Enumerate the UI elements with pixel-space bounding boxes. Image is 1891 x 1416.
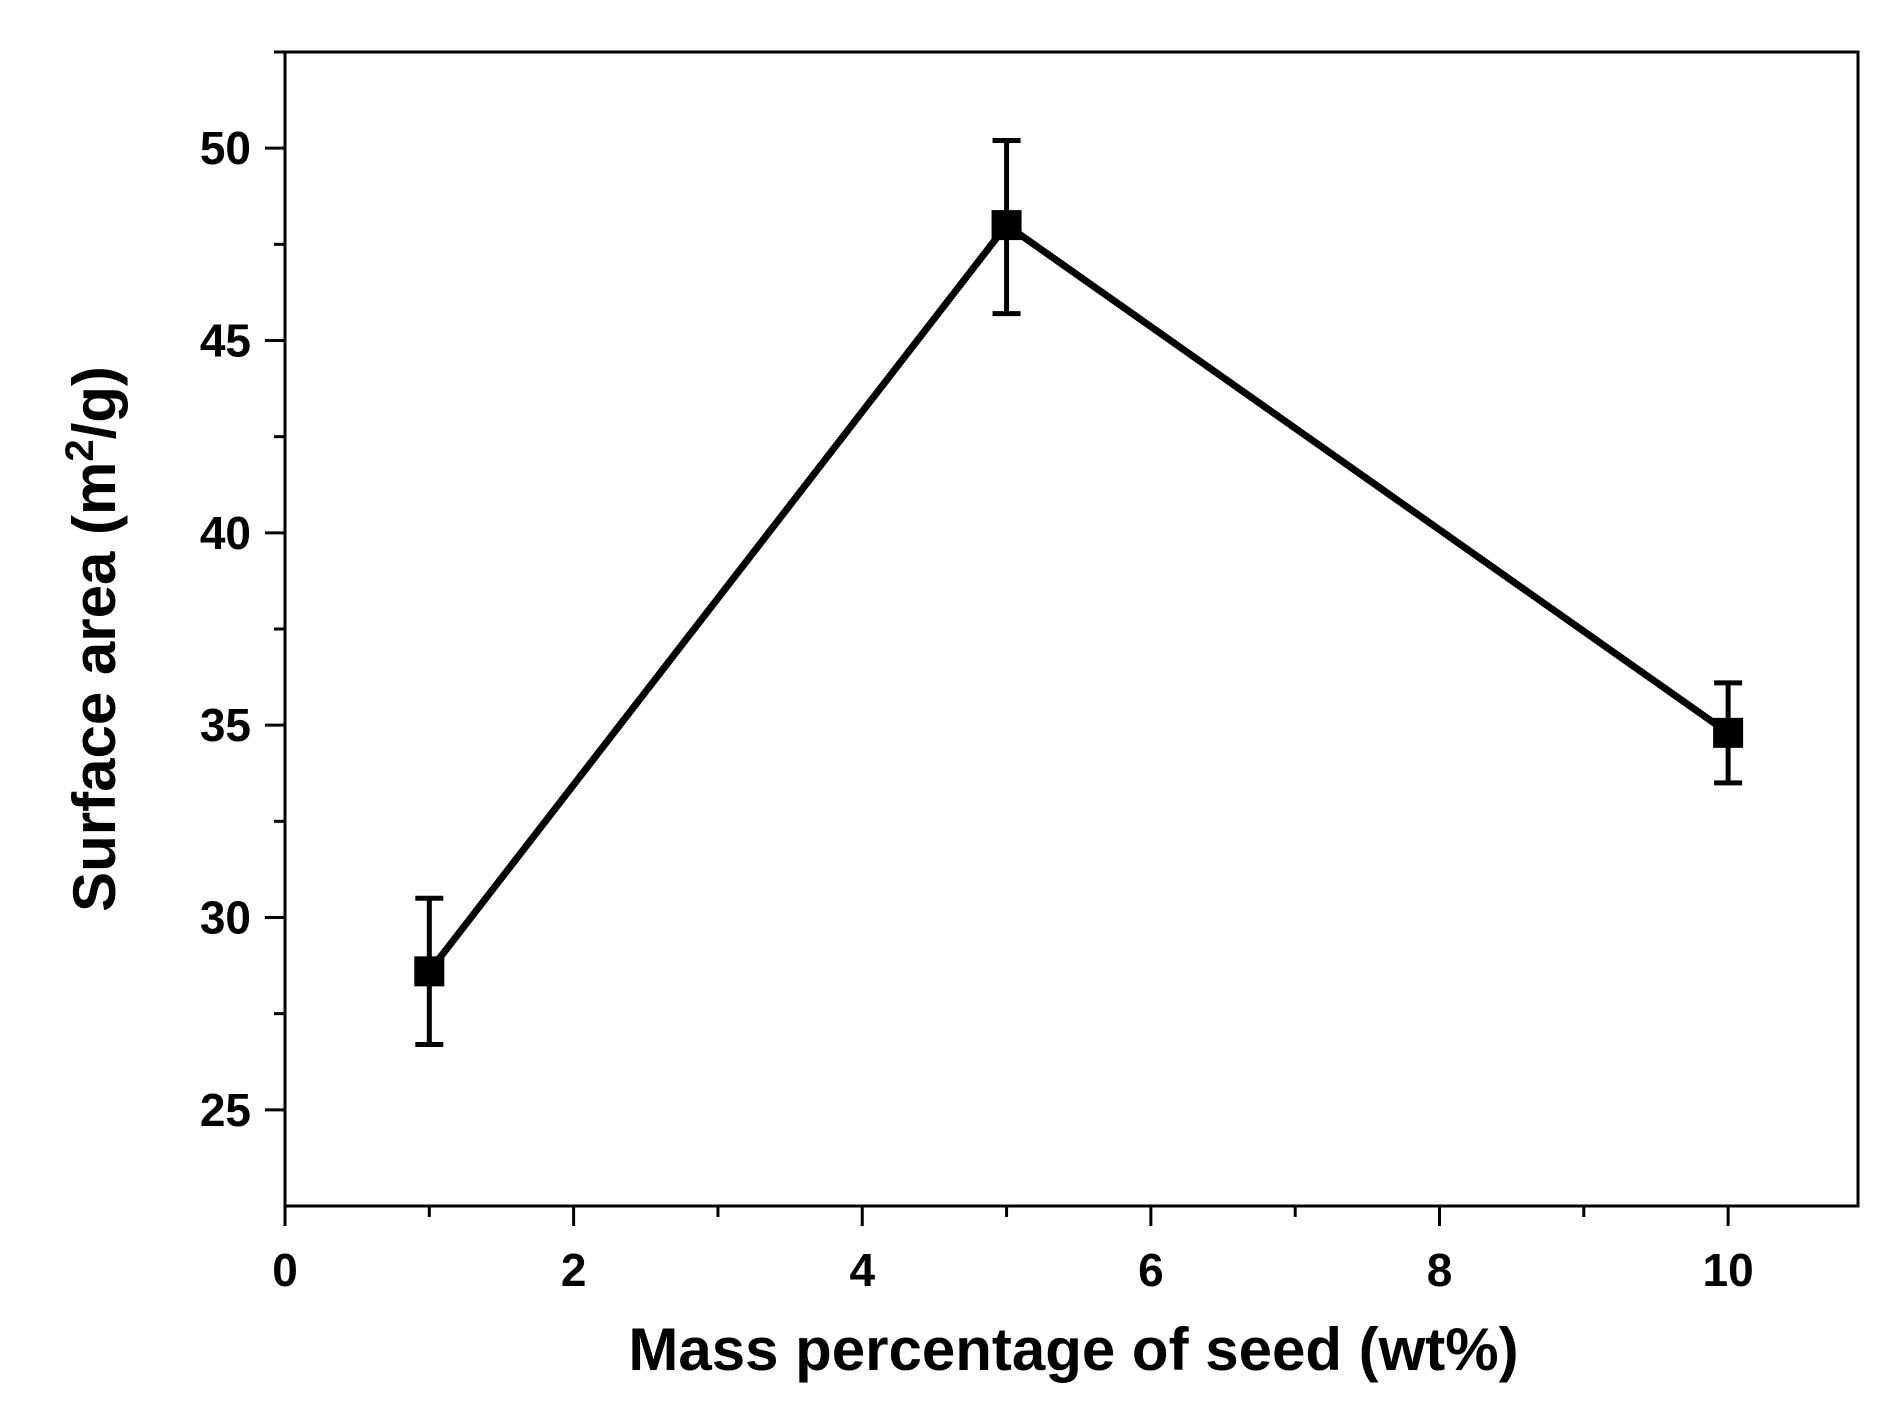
y-tick-label: 40 [200,507,251,559]
x-tick-label: 2 [561,1244,587,1296]
x-tick-label: 8 [1427,1244,1453,1296]
data-point [1713,717,1744,748]
data-point [414,956,445,987]
y-tick-label: 35 [200,699,251,751]
y-axis-title-prefix: Surface area (m [61,462,128,912]
data-series [414,137,1744,1047]
y-axis-title: Surface area (m2/g) [58,366,128,912]
y-tick-label: 50 [200,122,251,174]
y-axis-title-superscript: 2 [58,439,102,461]
axis-labels: Mass percentage of seed (wt%) Surface ar… [58,366,1519,1383]
series-line [426,220,1731,974]
plot-frame [283,50,1860,1208]
axes [283,50,1860,1208]
x-tick-label: 10 [1703,1244,1754,1296]
x-tick-label: 4 [849,1244,875,1296]
y-axis-title-suffix: /g) [61,366,128,439]
x-tick-label: 0 [272,1244,298,1296]
ticks: 0 2 4 6 8 10 25 30 35 40 45 50 [200,50,1754,1296]
y-tick-label: 25 [200,1084,251,1136]
data-point [991,210,1022,241]
y-tick-label: 45 [200,315,251,367]
y-tick-label: 30 [200,892,251,944]
x-tick-label: 6 [1138,1244,1164,1296]
x-axis-title: Mass percentage of seed (wt%) [628,1316,1518,1383]
